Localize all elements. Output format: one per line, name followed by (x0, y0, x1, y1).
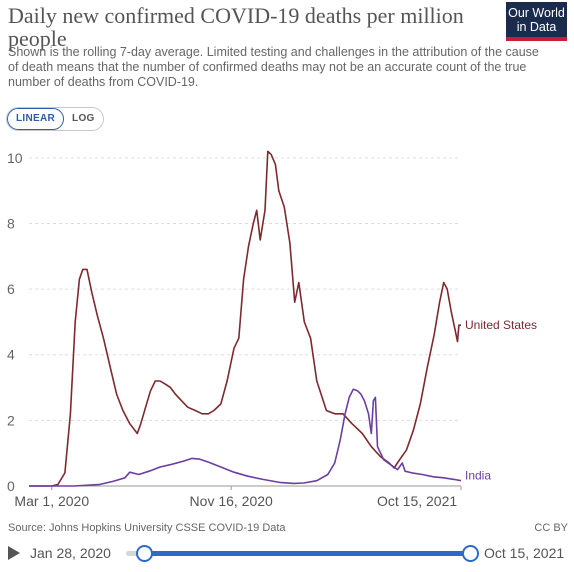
line-chart: 0 2 4 6 8 10 Mar 1, 2020 Nov 16, 2020 Oct 15, 2… (7, 150, 537, 509)
chart-title: Daily new confirmed COVID-19 deaths per … (8, 3, 464, 51)
timeline-end-handle[interactable] (462, 545, 479, 562)
linear-scale-button[interactable]: LINEAR (7, 108, 65, 130)
series-line-united-states[interactable] (29, 150, 461, 487)
y-tick-label: 10 (7, 150, 23, 166)
timeline-end-label[interactable]: Oct 15, 2021 (484, 545, 565, 561)
y-tick-label: 2 (7, 412, 15, 428)
y-tick-label: 6 (7, 281, 15, 297)
log-scale-button[interactable]: LOG (64, 108, 103, 130)
x-axis: Mar 1, 2020 Nov 16, 2020 Oct 15, 2021 (14, 485, 462, 509)
x-tick-label: Mar 1, 2020 (14, 493, 89, 509)
y-tick-label: 4 (7, 347, 15, 363)
logo-line-2: in Data (516, 20, 557, 34)
license-link[interactable]: CC BY (534, 522, 568, 534)
y-axis: 0 2 4 6 8 10 (7, 150, 23, 494)
y-tick-label: 0 (7, 478, 15, 494)
owid-logo[interactable]: Our World in Data (506, 2, 567, 41)
timeline-start-label[interactable]: Jan 28, 2020 (30, 545, 111, 561)
scale-toggle: LINEAR LOG (6, 107, 104, 131)
y-tick-label: 8 (7, 215, 15, 231)
source-note[interactable]: Source: Johns Hopkins University CSSE CO… (8, 522, 286, 534)
series-line-india[interactable] (29, 388, 462, 487)
timeline-selected-range[interactable] (144, 551, 470, 556)
grid (29, 157, 461, 487)
series-lines (29, 150, 462, 487)
logo-line-1: Our World (508, 6, 565, 20)
series-labels: United States India (465, 318, 537, 483)
timeline-start-handle[interactable] (136, 545, 153, 562)
timeline: Jan 28, 2020 Oct 15, 2021 (6, 541, 570, 567)
series-label-united-states[interactable]: United States (465, 318, 537, 332)
x-tick-label: Nov 16, 2020 (190, 493, 273, 509)
play-icon[interactable] (8, 546, 20, 560)
chart-subtitle: Shown is the rolling 7-day average. Limi… (8, 45, 539, 89)
x-tick-label: Oct 15, 2021 (377, 493, 457, 509)
series-label-india[interactable]: India (465, 469, 491, 483)
